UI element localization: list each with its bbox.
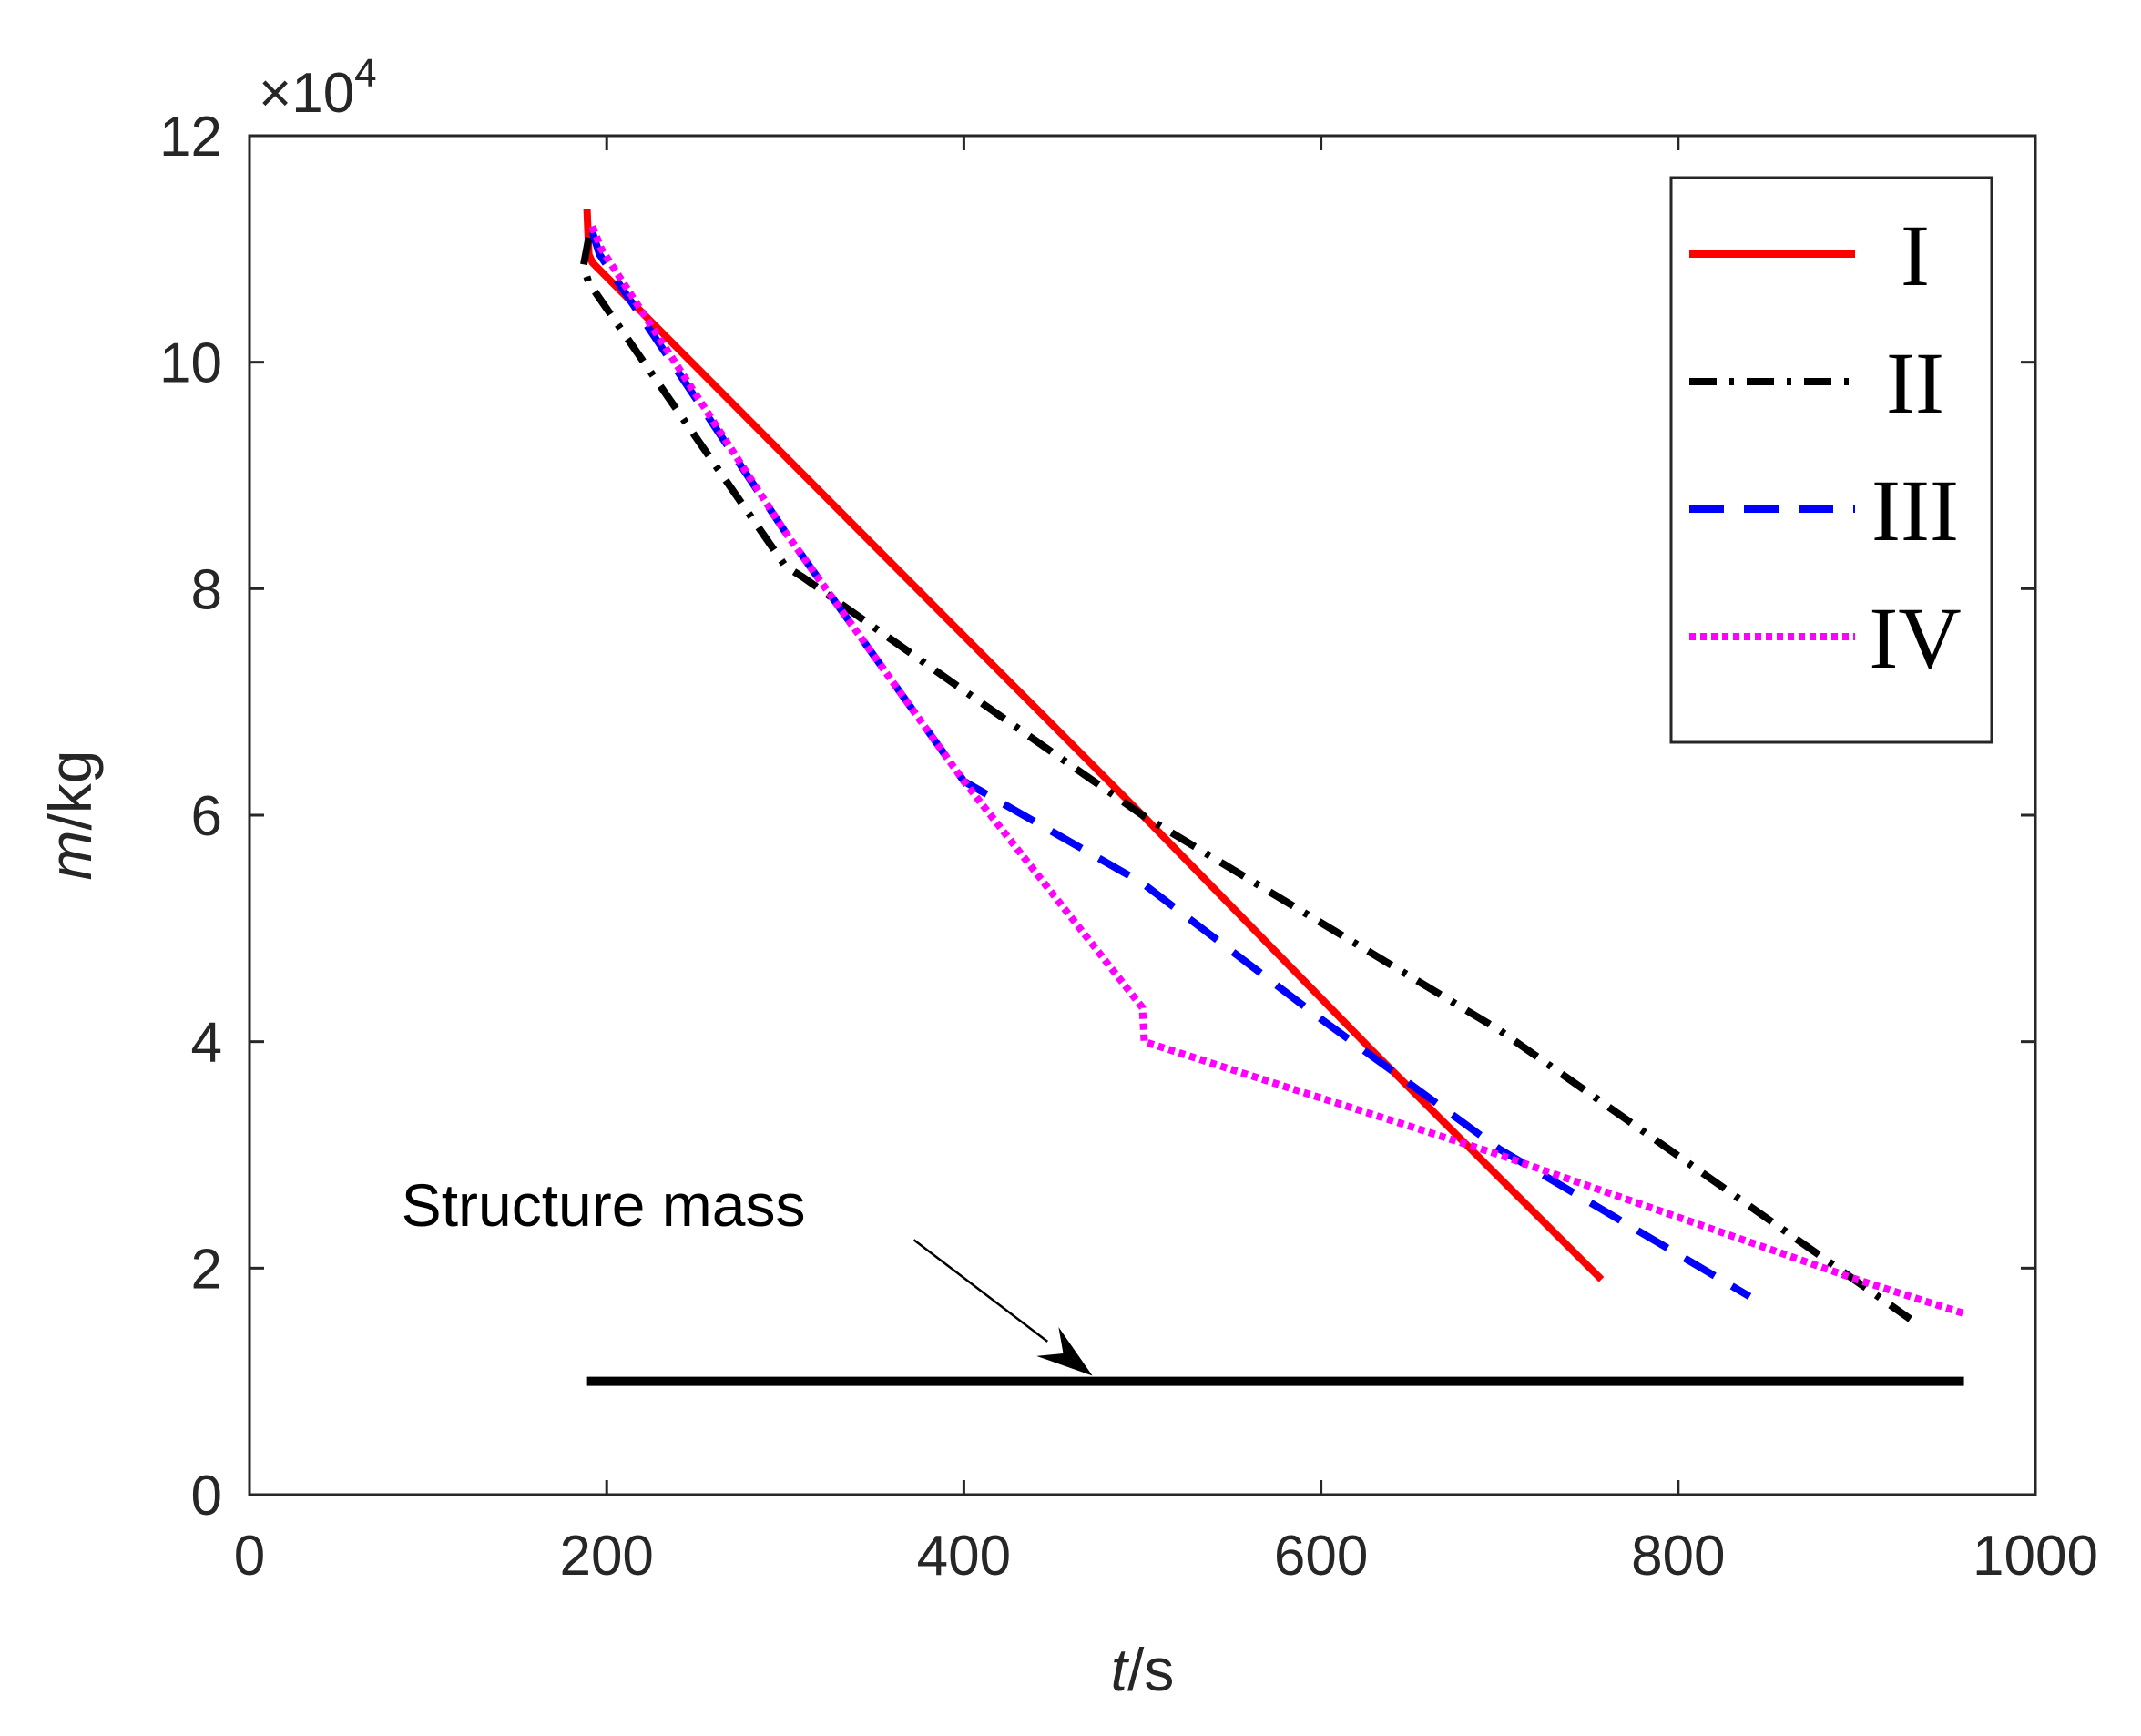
series-line-iv — [588, 225, 1965, 1317]
legend-item-iv: IV — [1689, 589, 1962, 687]
y-tick-label: 10 — [159, 332, 222, 395]
y-tick-label: 0 — [191, 1465, 222, 1527]
series-layer — [579, 209, 1965, 1322]
legend-item-iii: III — [1689, 462, 1959, 559]
y-tick-labels: 0 2 4 6 8 10 12 — [159, 106, 222, 1527]
x-axis-label: t/s — [1111, 1636, 1175, 1703]
y-exponent-label: ×104 — [259, 51, 377, 125]
legend-label-ii: II — [1886, 334, 1944, 432]
legend-item-i: I — [1689, 207, 1930, 304]
y-tick-label: 8 — [191, 558, 222, 621]
series-line-iii — [588, 230, 1752, 1300]
x-tick-label: 800 — [1631, 1525, 1725, 1588]
x-tick-label: 1000 — [1973, 1525, 2098, 1588]
legend-label-i: I — [1901, 207, 1930, 304]
legend-label-iv: IV — [1869, 589, 1961, 687]
annotation-arrow-line — [912, 1239, 1049, 1343]
legend-box — [1669, 176, 1993, 744]
annotation: Structure mass — [402, 1171, 1093, 1376]
x-tick-label: 200 — [559, 1525, 653, 1588]
axis-ticks — [248, 134, 2037, 1496]
y-axis-label: m/kg — [36, 750, 104, 880]
x-tick-label: 400 — [917, 1525, 1011, 1588]
legend-item-ii: II — [1689, 334, 1944, 432]
structure-mass-annotation: Structure mass — [402, 1171, 806, 1239]
annotation-arrow-head — [1036, 1326, 1093, 1376]
y-tick-label: 12 — [159, 106, 222, 168]
x-tick-labels: 0 200 400 600 800 1000 — [234, 1525, 2098, 1588]
x-tick-label: 600 — [1274, 1525, 1368, 1588]
y-tick-label: 6 — [191, 785, 222, 848]
legend-label-iii: III — [1871, 462, 1959, 559]
y-tick-label: 4 — [191, 1012, 222, 1075]
x-tick-label: 0 — [234, 1525, 265, 1588]
y-tick-label: 2 — [191, 1238, 222, 1301]
series-line-ii — [579, 237, 1913, 1322]
